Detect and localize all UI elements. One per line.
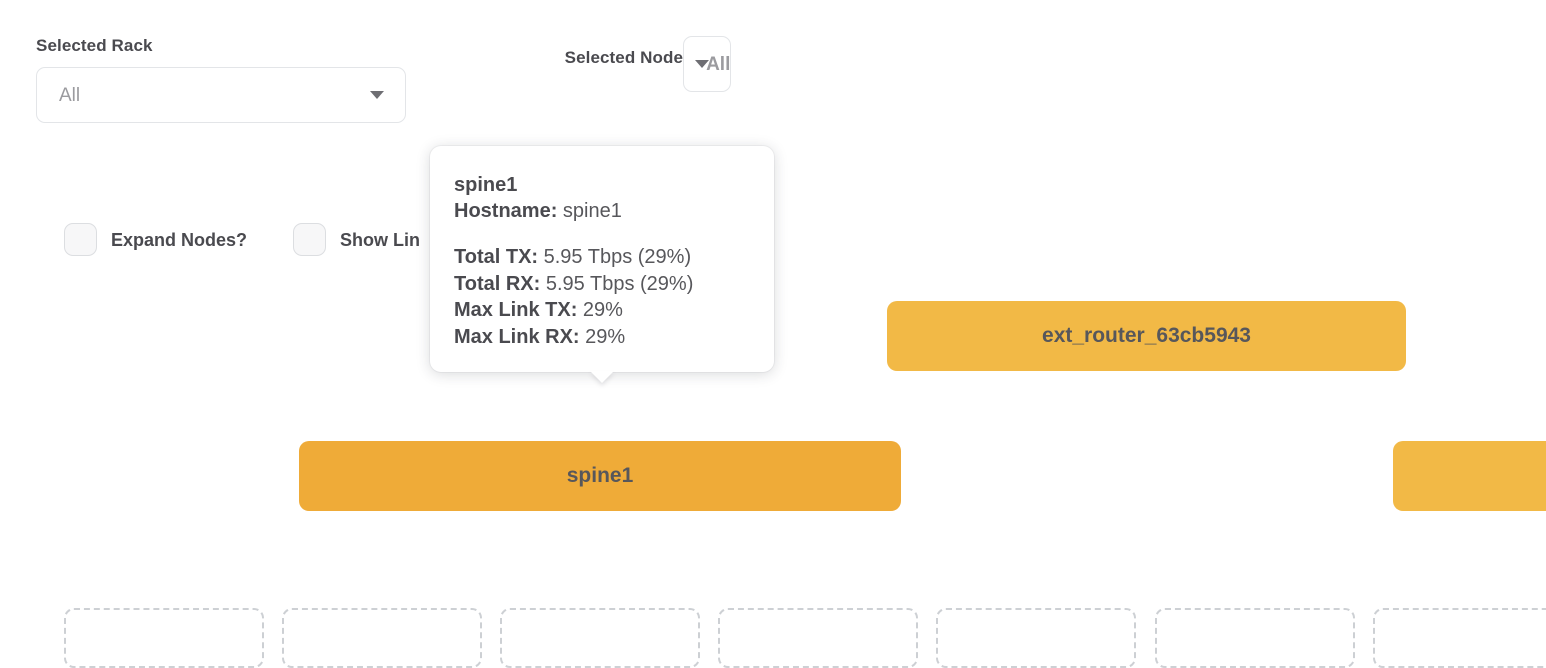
filter-selected-rack: Selected Rack All	[36, 36, 406, 124]
checkbox-box-icon[interactable]	[293, 223, 327, 256]
metric-label: Total TX:	[454, 245, 539, 268]
tooltip-metrics: Total TX: 5.95 Tbps (29%) Total RX: 5.95…	[454, 244, 750, 350]
topology-node-label: spine1	[566, 464, 634, 487]
display-options: Expand Nodes? Show Lin	[64, 223, 420, 256]
tooltip-hostname-label: Hostname:	[454, 200, 558, 223]
metric-value: 29%	[582, 299, 623, 322]
metric-value: 29%	[585, 325, 626, 348]
checkbox-show-links[interactable]: Show Lin	[293, 223, 420, 256]
rack-placeholder[interactable]	[718, 608, 918, 668]
checkbox-expand-nodes-label: Expand Nodes?	[111, 229, 248, 250]
rack-placeholder[interactable]	[936, 608, 1136, 668]
checkbox-show-links-label: Show Lin	[340, 229, 421, 250]
selected-rack-select[interactable]: All	[36, 67, 406, 124]
metric-label: Max Link TX:	[454, 299, 578, 322]
rack-placeholder[interactable]	[64, 608, 264, 668]
metric-value: 5.95 Tbps (29%)	[543, 245, 692, 268]
node-tooltip: spine1 Hostname: spine1 Total TX: 5.95 T…	[430, 146, 774, 373]
metric-value: 5.95 Tbps (29%)	[545, 272, 694, 295]
topology-node-spine1[interactable]: spine1	[299, 441, 901, 511]
rack-placeholder[interactable]	[1373, 608, 1546, 668]
tooltip-title: spine1	[454, 174, 518, 196]
tooltip-hostname: Hostname: spine1	[454, 198, 750, 225]
tooltip-metric-total-rx: Total RX: 5.95 Tbps (29%)	[454, 271, 750, 298]
rack-placeholder[interactable]	[1155, 608, 1355, 668]
topology-node-ext-router[interactable]: ext_router_63cb5943	[887, 301, 1406, 371]
selected-node-select[interactable]: All	[683, 36, 732, 92]
rack-placeholder[interactable]	[500, 608, 700, 668]
filter-selected-node: Selected Node All	[463, 36, 833, 92]
tooltip-metric-total-tx: Total TX: 5.95 Tbps (29%)	[454, 244, 750, 271]
metric-label: Max Link RX:	[454, 325, 580, 348]
chevron-down-icon[interactable]	[695, 60, 710, 68]
rack-placeholder[interactable]	[282, 608, 482, 668]
selected-node-label: Selected Node	[564, 48, 684, 68]
selected-rack-label: Selected Rack	[36, 36, 153, 55]
checkbox-box-icon[interactable]	[64, 223, 97, 256]
chevron-down-icon[interactable]	[370, 91, 384, 100]
tooltip-metric-max-link-rx: Max Link RX: 29%	[454, 324, 750, 351]
topology-node-partial-right[interactable]	[1393, 441, 1546, 511]
checkbox-expand-nodes[interactable]: Expand Nodes?	[64, 223, 247, 256]
tooltip-hostname-value: spine1	[562, 200, 622, 223]
tooltip-metric-max-link-tx: Max Link TX: 29%	[454, 297, 750, 324]
topology-node-label: ext_router_63cb5943	[1042, 324, 1251, 347]
metric-label: Total RX:	[454, 272, 541, 295]
selected-node-value: All	[706, 53, 731, 75]
selected-rack-value: All	[59, 84, 81, 106]
